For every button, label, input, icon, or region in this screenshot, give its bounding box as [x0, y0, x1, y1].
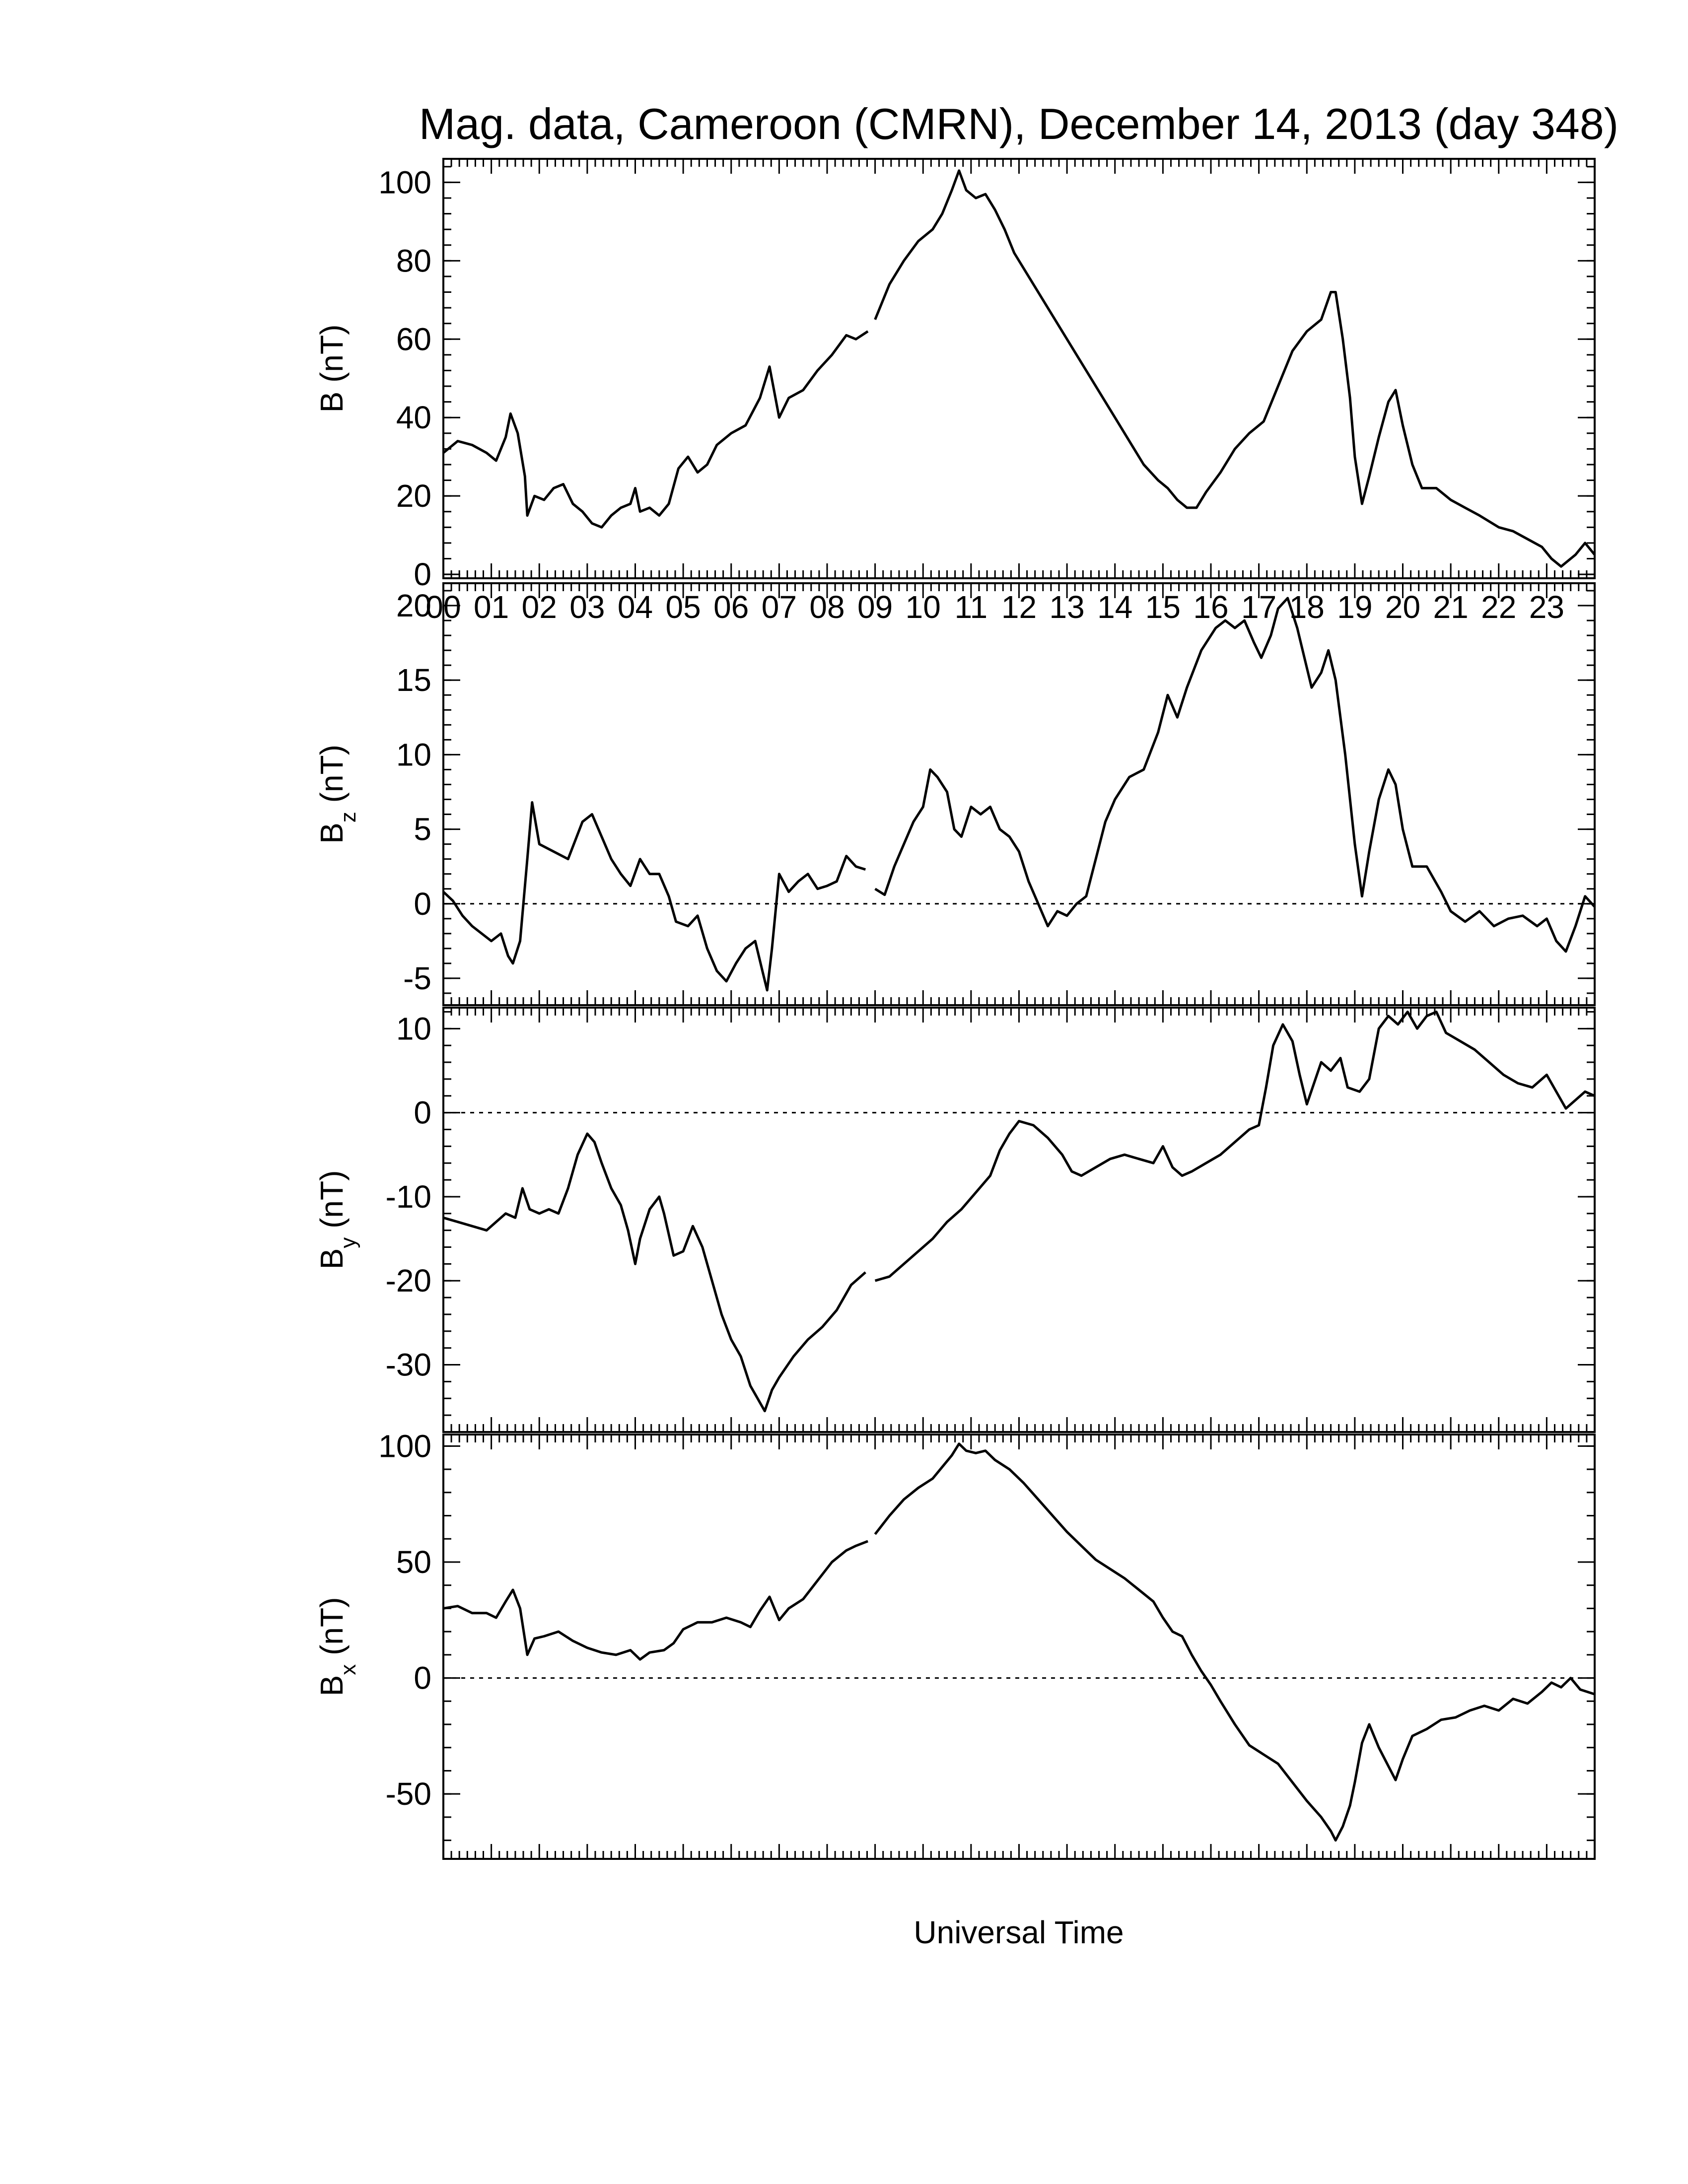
y-tick-label: 40 — [396, 400, 431, 435]
series-line — [443, 1132, 866, 1413]
plot-frame — [442, 158, 1596, 579]
y-tick-label: 10 — [396, 737, 431, 772]
series-line — [874, 1442, 1595, 1842]
y-tick-label: 50 — [396, 1544, 431, 1580]
panel-2: -5 0 5 10 15 20 Bz (nT) — [314, 582, 1596, 1006]
y-tick-label: 60 — [396, 321, 431, 357]
panel-4: -50 0 50 100 Bx (nT) — [314, 1428, 1596, 1860]
y-tick-label: 0 — [414, 556, 431, 592]
series-line — [443, 1540, 869, 1661]
series-line — [442, 801, 866, 992]
y-tick-label: -5 — [403, 960, 431, 996]
y-tick-label: 20 — [396, 478, 431, 514]
y-tick-label: 0 — [414, 1660, 431, 1696]
plot-frame — [442, 1007, 1596, 1433]
y-tick-label: 100 — [378, 1428, 431, 1464]
series-line — [874, 169, 1596, 568]
y-tick-label: 0 — [414, 886, 431, 922]
series-line — [874, 1011, 1596, 1282]
y-tick-label: 0 — [414, 1095, 431, 1131]
y-axis-label: B (nT) — [314, 325, 350, 413]
y-axis-label: Bx (nT) — [314, 1597, 360, 1697]
x-axis-label: Universal Time — [914, 1914, 1124, 1950]
series-line — [874, 597, 1596, 953]
series-line — [442, 330, 869, 529]
y-tick-label: 10 — [396, 1011, 431, 1046]
y-tick-label: -10 — [386, 1179, 432, 1215]
y-axis-label: Bz (nT) — [314, 745, 360, 844]
y-tick-label: 20 — [396, 588, 431, 623]
y-tick-label: -50 — [386, 1776, 432, 1812]
y-tick-label: -30 — [386, 1347, 432, 1383]
figure-title: Mag. data, Cameroon (CMRN), December 14,… — [419, 99, 1618, 148]
panel-3: -30 -20 -10 0 10 By (nT) — [314, 1007, 1596, 1433]
plot-frame — [442, 1433, 1596, 1860]
y-tick-label: 80 — [396, 243, 431, 278]
y-tick-label: 15 — [396, 662, 431, 698]
y-tick-label: 100 — [378, 164, 431, 200]
y-axis-label: By (nT) — [314, 1170, 360, 1270]
y-tick-label: -20 — [386, 1263, 432, 1298]
plot-frame — [442, 582, 1596, 1006]
y-tick-label: 5 — [414, 812, 431, 847]
